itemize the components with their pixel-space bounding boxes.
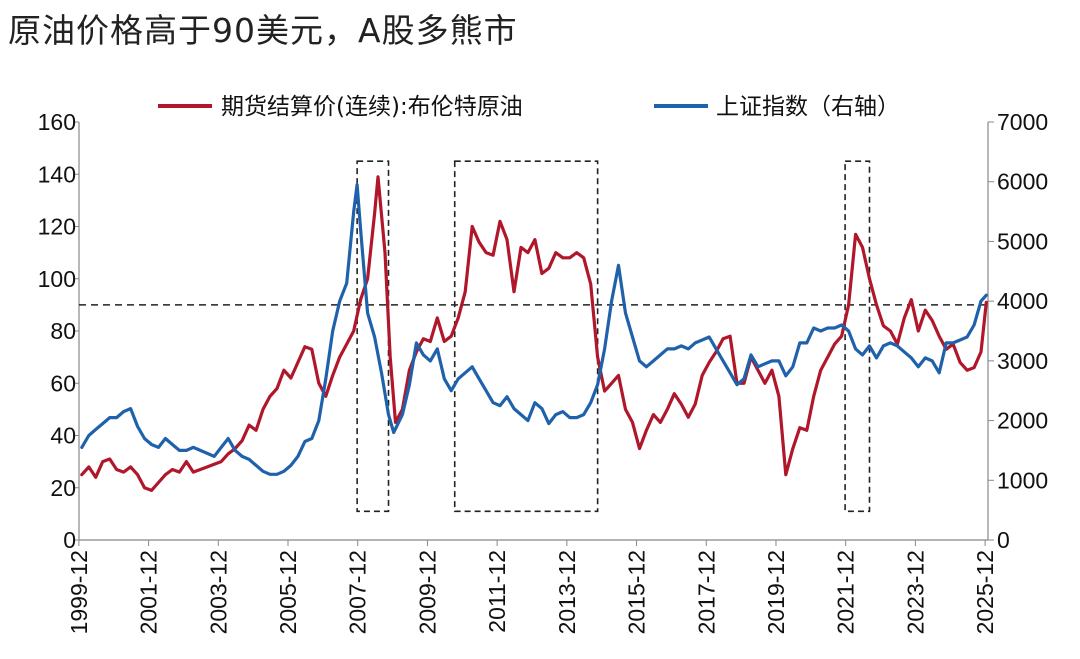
highlight-box — [844, 160, 871, 513]
x-tick-label: 2017-12 — [693, 550, 719, 634]
left-tick-label: 120 — [38, 214, 76, 240]
x-tick-label: 2011-12 — [484, 550, 510, 633]
x-tick-label: 2019-12 — [763, 550, 789, 634]
series-group — [80, 175, 988, 492]
legend-label-brent: 期货结算价(连续):布伦特原油 — [221, 94, 523, 120]
x-tick-label: 1999-12 — [66, 550, 92, 634]
right-tick-label: 1000 — [997, 467, 1048, 493]
x-tick-label: 2003-12 — [205, 550, 231, 634]
right-tick-label: 0 — [997, 527, 1010, 553]
page-title: 原油价格高于90美元，A股多熊市 — [8, 11, 518, 50]
right-tick-label: 5000 — [997, 228, 1048, 254]
left-tick-label: 0 — [63, 527, 76, 553]
x-tick-label: 2025-12 — [972, 550, 998, 634]
highlight-box — [356, 160, 390, 513]
right-tick-label: 2000 — [997, 408, 1048, 434]
left-tick-label: 40 — [50, 423, 76, 449]
x-tick-label: 2005-12 — [275, 550, 301, 634]
x-tick-label: 2023-12 — [902, 550, 928, 634]
x-tick-label: 2021-12 — [833, 550, 859, 634]
series-line-shanghai — [80, 183, 988, 476]
axes: 0 20 40 60 80 100 120 140 160 0 1000 2000 3000 4000 50… — [38, 109, 1049, 634]
legend: 期货结算价(连续):布伦特原油 上证指数（右轴） — [158, 94, 900, 120]
left-tick-label: 20 — [50, 475, 76, 501]
left-tick-label: 140 — [38, 161, 76, 187]
legend-label-shanghai: 上证指数（右轴） — [716, 94, 900, 120]
right-tick-label: 3000 — [997, 348, 1048, 374]
left-tick-label: 80 — [50, 318, 76, 344]
x-tick-label: 2007-12 — [345, 550, 371, 634]
right-tick-label: 4000 — [997, 288, 1048, 314]
x-tick-label: 2015-12 — [624, 550, 650, 634]
left-tick-label: 60 — [50, 370, 76, 396]
highlight-boxes — [356, 160, 871, 513]
highlight-box — [453, 160, 599, 513]
right-tick-label: 6000 — [997, 169, 1048, 195]
left-tick-label: 100 — [38, 266, 76, 292]
x-tick-label: 2009-12 — [414, 550, 440, 634]
left-tick-label: 160 — [38, 109, 76, 135]
x-tick-label: 2013-12 — [554, 550, 580, 634]
right-tick-label: 7000 — [997, 109, 1048, 135]
x-tick-label: 2001-12 — [136, 550, 162, 634]
